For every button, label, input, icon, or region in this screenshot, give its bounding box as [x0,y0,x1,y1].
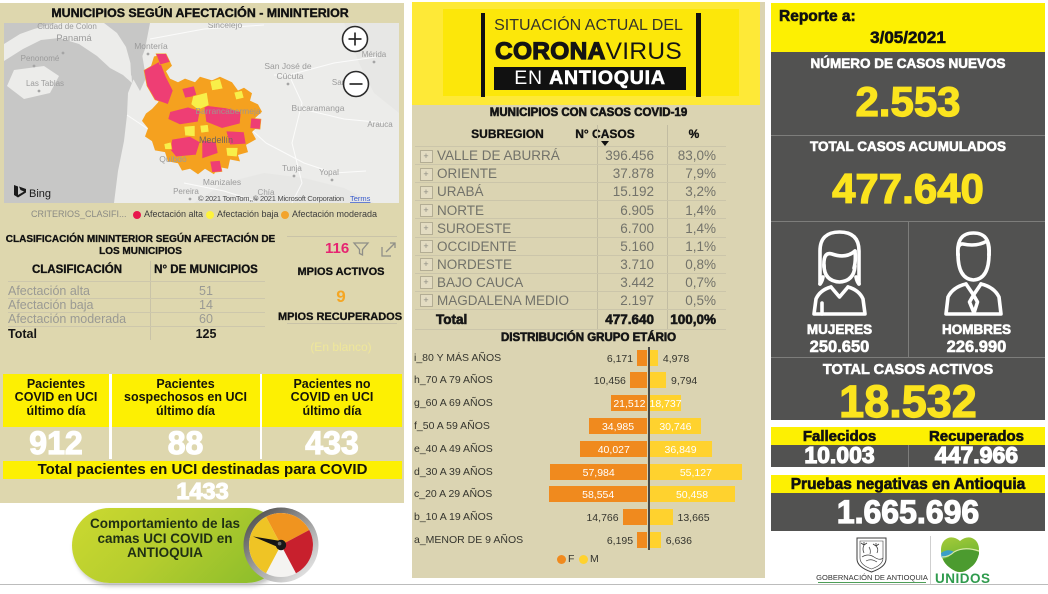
svg-text:Yopal: Yopal [319,168,339,177]
svg-text:Penonomé: Penonomé [21,54,60,63]
svg-text:Ciudad de Colon: Ciudad de Colon [37,23,97,31]
svg-text:Manizales: Manizales [203,177,241,187]
svg-text:Quibdó: Quibdó [159,154,187,164]
svg-text:Tunja: Tunja [282,164,302,173]
svg-text:Pereira: Pereira [173,187,199,196]
svg-text:Chía: Chía [258,188,275,197]
svg-text:Cúcuta: Cúcuta [277,71,304,81]
svg-text:Montería: Montería [134,41,168,51]
svg-text:Sincelejo: Sincelejo [208,23,243,30]
svg-text:Bing: Bing [29,188,51,200]
svg-text:Arauca: Arauca [367,120,393,129]
svg-text:© 2021 TomTom,,© 2021 Microsof: © 2021 TomTom,,© 2021 Microsoft Corporat… [198,194,344,203]
svg-text:Mérida: Mérida [362,50,387,59]
svg-text:Las Tablas: Las Tablas [26,79,64,88]
svg-text:Barrancabermeja: Barrancabermeja [195,106,260,116]
svg-text:San: San [332,78,346,87]
svg-text:Medellín: Medellín [199,135,233,145]
svg-text:Bucaramanga: Bucaramanga [292,103,345,113]
svg-text:Panamá: Panamá [56,33,92,44]
svg-text:San José de: San José de [264,61,312,71]
svg-text:Terms: Terms [350,194,371,203]
